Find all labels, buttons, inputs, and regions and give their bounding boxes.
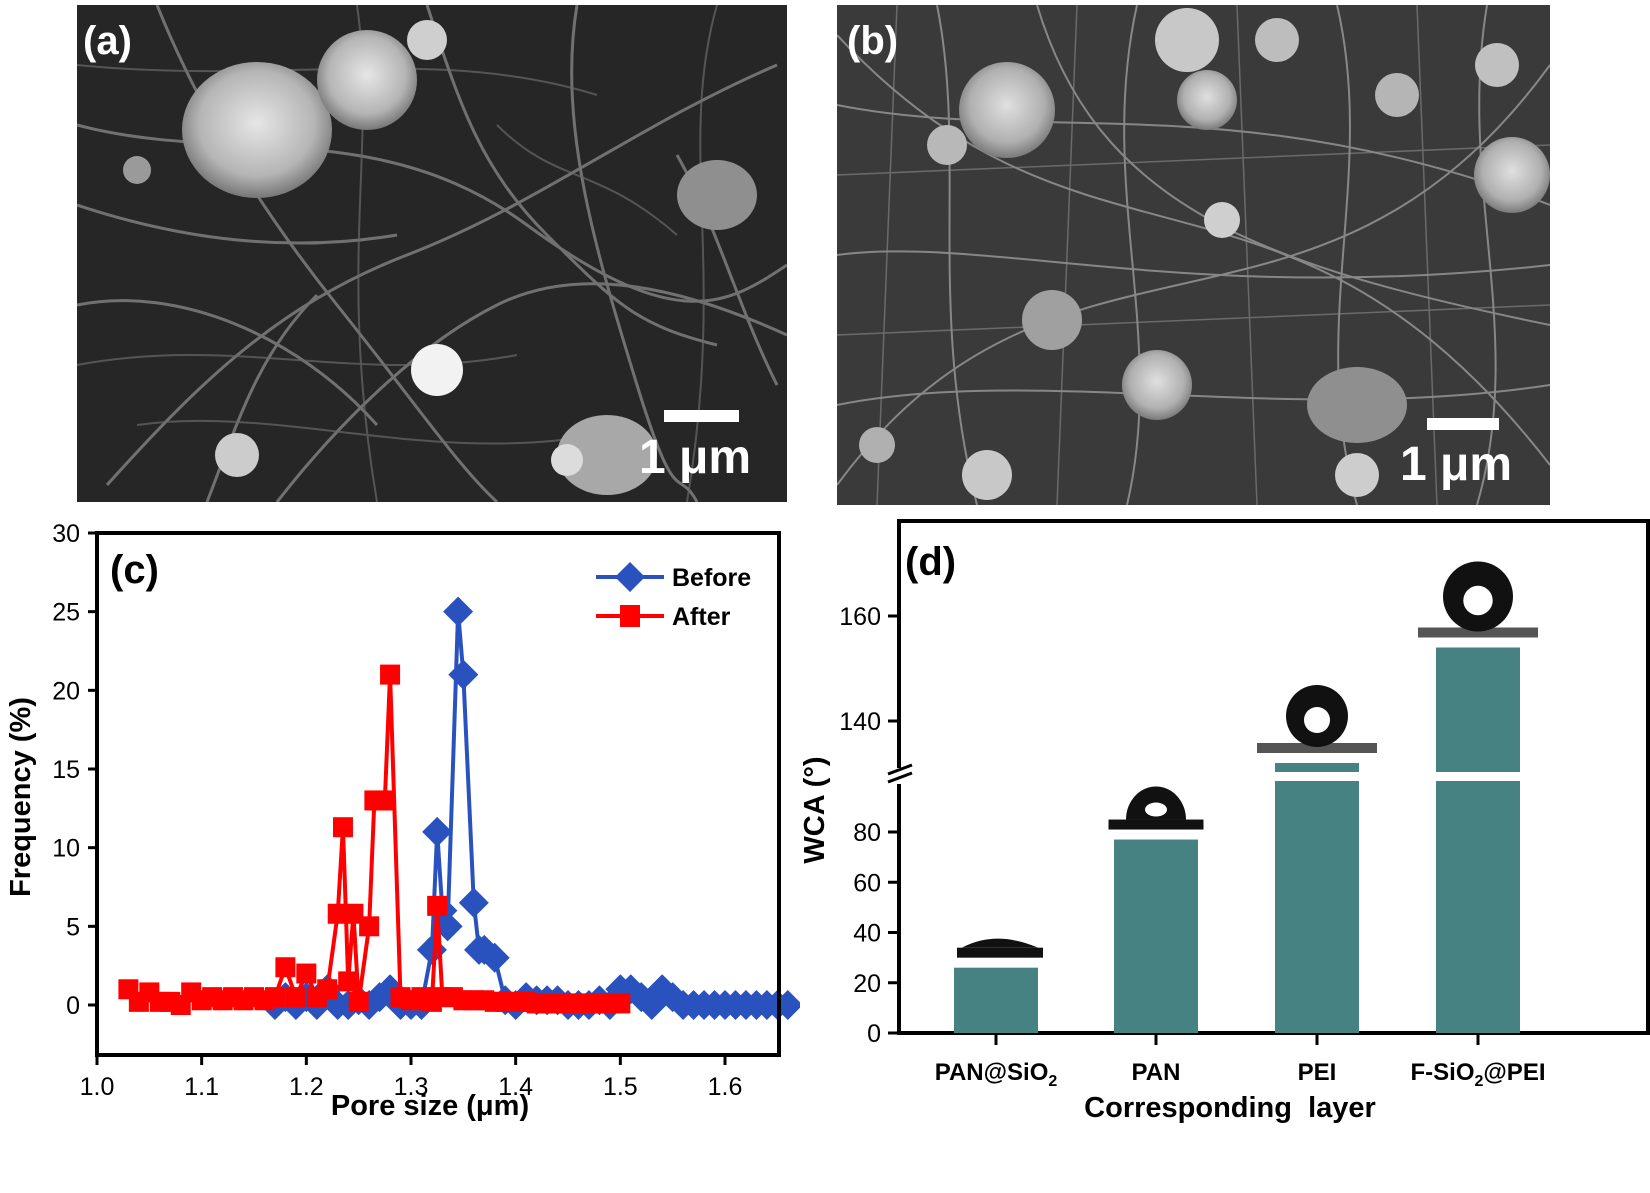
droplet-images bbox=[957, 561, 1538, 958]
panel-label-a: (a) bbox=[83, 19, 132, 63]
x-tick-label: 1.1 bbox=[184, 1073, 219, 1101]
chart-frame bbox=[95, 531, 781, 1057]
data-point-square-icon bbox=[343, 903, 364, 924]
data-point-diamond-icon bbox=[432, 911, 463, 942]
x-tick-label: F-SiO2@PEI bbox=[1411, 1059, 1546, 1090]
chart-series bbox=[118, 596, 803, 1020]
data-point-square-icon bbox=[275, 957, 296, 978]
data-point-square-icon bbox=[338, 971, 359, 992]
sem-image-b: (b) 1 μm bbox=[837, 5, 1550, 505]
x-tick-label: 1.4 bbox=[498, 1073, 533, 1101]
x-axis-label: Corresponding layer bbox=[1084, 1092, 1376, 1124]
sem-image-a: (a) 1 μm bbox=[77, 5, 787, 502]
x-tick-label: PEI bbox=[1298, 1059, 1337, 1086]
data-point-diamond-icon bbox=[458, 887, 489, 918]
x-tick-label: PAN bbox=[1132, 1059, 1181, 1086]
y-tick-label: 15 bbox=[52, 756, 80, 784]
data-point-square-icon bbox=[327, 903, 348, 924]
water-droplet-icon bbox=[1108, 786, 1204, 830]
data-point-square-icon bbox=[610, 993, 631, 1014]
wca-bar-chart: 0 20 40 60 80 140 160 PAN@SiO2 PAN PEI F-SiO2@PEI… bbox=[780, 510, 1650, 1188]
data-point-square-icon bbox=[264, 987, 285, 1008]
scale-bar-label-b: 1 μm bbox=[1400, 438, 1513, 491]
y-tick-label: 25 bbox=[52, 599, 80, 627]
x-axis-label: Pore size (μm) bbox=[331, 1090, 529, 1122]
data-point-square-icon bbox=[285, 987, 306, 1008]
legend-label-after: After bbox=[672, 603, 731, 631]
legend-diamond-icon bbox=[615, 562, 645, 592]
data-point-diamond-icon bbox=[479, 942, 510, 973]
panel-label-c: (c) bbox=[110, 548, 159, 592]
wca-bar-chart-svg: 0 20 40 60 80 140 160 PAN@SiO2 PAN PEI F-SiO2@PEI… bbox=[799, 519, 1650, 1124]
y-axis-ticks: 0 5 10 15 20 25 30 bbox=[52, 520, 97, 1020]
x-tick-label: 1.3 bbox=[394, 1073, 429, 1101]
scale-bar-a bbox=[664, 410, 739, 422]
x-tick-label: 1.2 bbox=[289, 1073, 324, 1101]
x-tick-label: 1.0 bbox=[80, 1073, 115, 1101]
x-axis-ticks: 1.0 1.1 1.2 1.3 1.4 1.5 1.6 bbox=[80, 1055, 743, 1101]
y-axis-ticks: 0 20 40 60 80 140 160 bbox=[839, 603, 899, 1048]
legend-square-icon bbox=[620, 605, 640, 627]
bar-pan bbox=[1114, 839, 1198, 1033]
data-point-square-icon bbox=[348, 991, 369, 1012]
y-tick-label: 20 bbox=[853, 970, 881, 998]
water-droplet-icon bbox=[1257, 685, 1377, 753]
y-tick-label: 0 bbox=[66, 992, 80, 1020]
y-tick-label: 160 bbox=[839, 603, 881, 631]
series-before bbox=[259, 596, 803, 1020]
y-tick-label: 140 bbox=[839, 708, 881, 736]
panel-label-b: (b) bbox=[847, 19, 899, 63]
bar-pan-sio2 bbox=[954, 967, 1038, 1033]
y-tick-label: 40 bbox=[853, 920, 881, 948]
x-tick-label: 1.6 bbox=[708, 1073, 743, 1101]
data-point-square-icon bbox=[317, 979, 338, 1000]
scale-bar-label-a: 1 μm bbox=[639, 431, 752, 484]
sem-texture-b bbox=[837, 5, 1550, 505]
data-point-diamond-icon bbox=[416, 934, 447, 965]
data-point-square-icon bbox=[380, 664, 401, 685]
legend: Before After bbox=[596, 562, 751, 631]
y-tick-label: 5 bbox=[66, 913, 80, 941]
data-point-square-icon bbox=[359, 916, 380, 937]
y-tick-label: 0 bbox=[867, 1020, 881, 1048]
data-point-square-icon bbox=[427, 895, 448, 916]
data-point-diamond-icon bbox=[422, 816, 453, 847]
data-point-diamond-icon bbox=[443, 596, 474, 627]
panel-label-d: (d) bbox=[905, 540, 956, 584]
water-droplet-icon bbox=[957, 938, 1043, 958]
y-axis-label: Frequency (%) bbox=[5, 697, 37, 897]
water-droplet-icon bbox=[1418, 561, 1538, 638]
pore-size-chart-svg: 0 5 10 15 20 25 30 1.0 1.1 1.2 1.3 1.4 1.5 1.6 (c) P… bbox=[5, 520, 803, 1122]
y-tick-label: 60 bbox=[853, 869, 881, 897]
data-point-square-icon bbox=[296, 963, 317, 984]
data-point-diamond-icon bbox=[469, 934, 500, 965]
bars bbox=[954, 647, 1520, 1033]
bar-pei bbox=[1275, 763, 1359, 1033]
x-tick-label: PAN@SiO2 bbox=[935, 1059, 1058, 1090]
bar-f-sio2-pei bbox=[1436, 647, 1520, 1033]
legend-label-before: Before bbox=[672, 564, 751, 592]
y-tick-label: 20 bbox=[52, 677, 80, 705]
data-point-square-icon bbox=[332, 817, 353, 838]
series-after bbox=[118, 664, 631, 1015]
x-axis-ticks: PAN@SiO2 PAN PEI F-SiO2@PEI bbox=[935, 1033, 1546, 1090]
y-axis-label: WCA (°) bbox=[799, 756, 831, 863]
scale-bar-b bbox=[1427, 418, 1499, 430]
data-point-diamond-icon bbox=[448, 659, 479, 690]
data-point-square-icon bbox=[374, 790, 395, 811]
y-tick-label: 80 bbox=[853, 819, 881, 847]
y-tick-label: 10 bbox=[52, 835, 80, 863]
axis-break-icon bbox=[887, 763, 913, 784]
y-tick-label: 30 bbox=[52, 520, 80, 548]
x-tick-label: 1.5 bbox=[603, 1073, 638, 1101]
sem-texture-a bbox=[77, 5, 787, 502]
pore-size-chart: 0 5 10 15 20 25 30 1.0 1.1 1.2 1.3 1.4 1.5 1.6 (c) P… bbox=[0, 515, 803, 1188]
